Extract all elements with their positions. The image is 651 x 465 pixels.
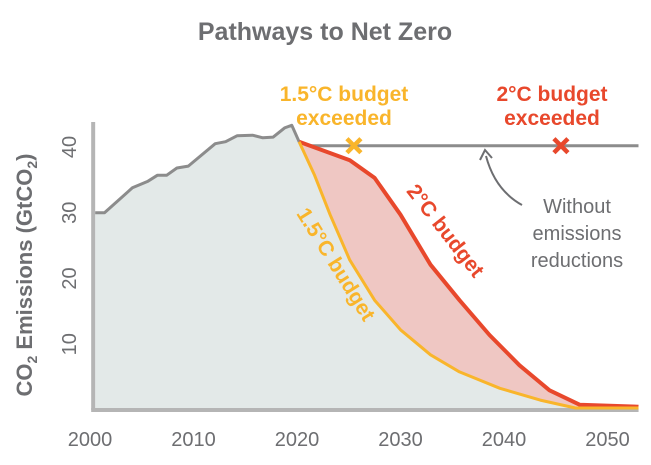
marker-label-2c: 2°C budget exceeded xyxy=(496,83,607,130)
y-tick-label: 40 xyxy=(59,136,81,158)
x-tick-label: 2040 xyxy=(482,429,527,451)
area-fill xyxy=(95,125,639,411)
marker-label-1-5c-line2: exceeded xyxy=(296,107,392,130)
series-line-two_c xyxy=(298,139,639,409)
x-tick-label: 2000 xyxy=(68,429,113,451)
annotation-line1: Without xyxy=(543,196,611,218)
annotation-arrowhead xyxy=(479,148,493,161)
annotation-without-reductions: Without emissions reductions xyxy=(531,196,623,272)
chart-title: Pathways to Net Zero xyxy=(198,18,452,46)
x-tick-label: 2010 xyxy=(171,429,216,451)
budget-band xyxy=(299,141,639,408)
x-marker-1 xyxy=(552,137,570,155)
y-axis-label: CO2 Emissions (GtCO2) xyxy=(12,154,40,397)
x-tick-label: 2020 xyxy=(275,429,320,451)
series-line-historical xyxy=(95,123,310,215)
y-tick-label: 30 xyxy=(59,202,81,224)
y-tick-label: 20 xyxy=(59,267,81,289)
x-tick-label: 2050 xyxy=(585,429,630,451)
y-tick-label: 10 xyxy=(59,333,81,355)
annotation-line3: reductions xyxy=(531,250,623,272)
series-line-one_five_c xyxy=(297,141,639,410)
x-tick-label: 2030 xyxy=(378,429,423,451)
annotation-line2: emissions xyxy=(533,223,622,245)
marker-label-2c-line2: exceeded xyxy=(504,107,600,130)
annotation-arrow xyxy=(485,155,523,206)
marker-label-2c-line1: 2°C budget xyxy=(496,83,607,106)
marker-label-1-5c-line1: 1.5°C budget xyxy=(280,83,409,106)
x-marker-0 xyxy=(345,137,363,155)
marker-label-1-5c: 1.5°C budget exceeded xyxy=(280,83,409,130)
